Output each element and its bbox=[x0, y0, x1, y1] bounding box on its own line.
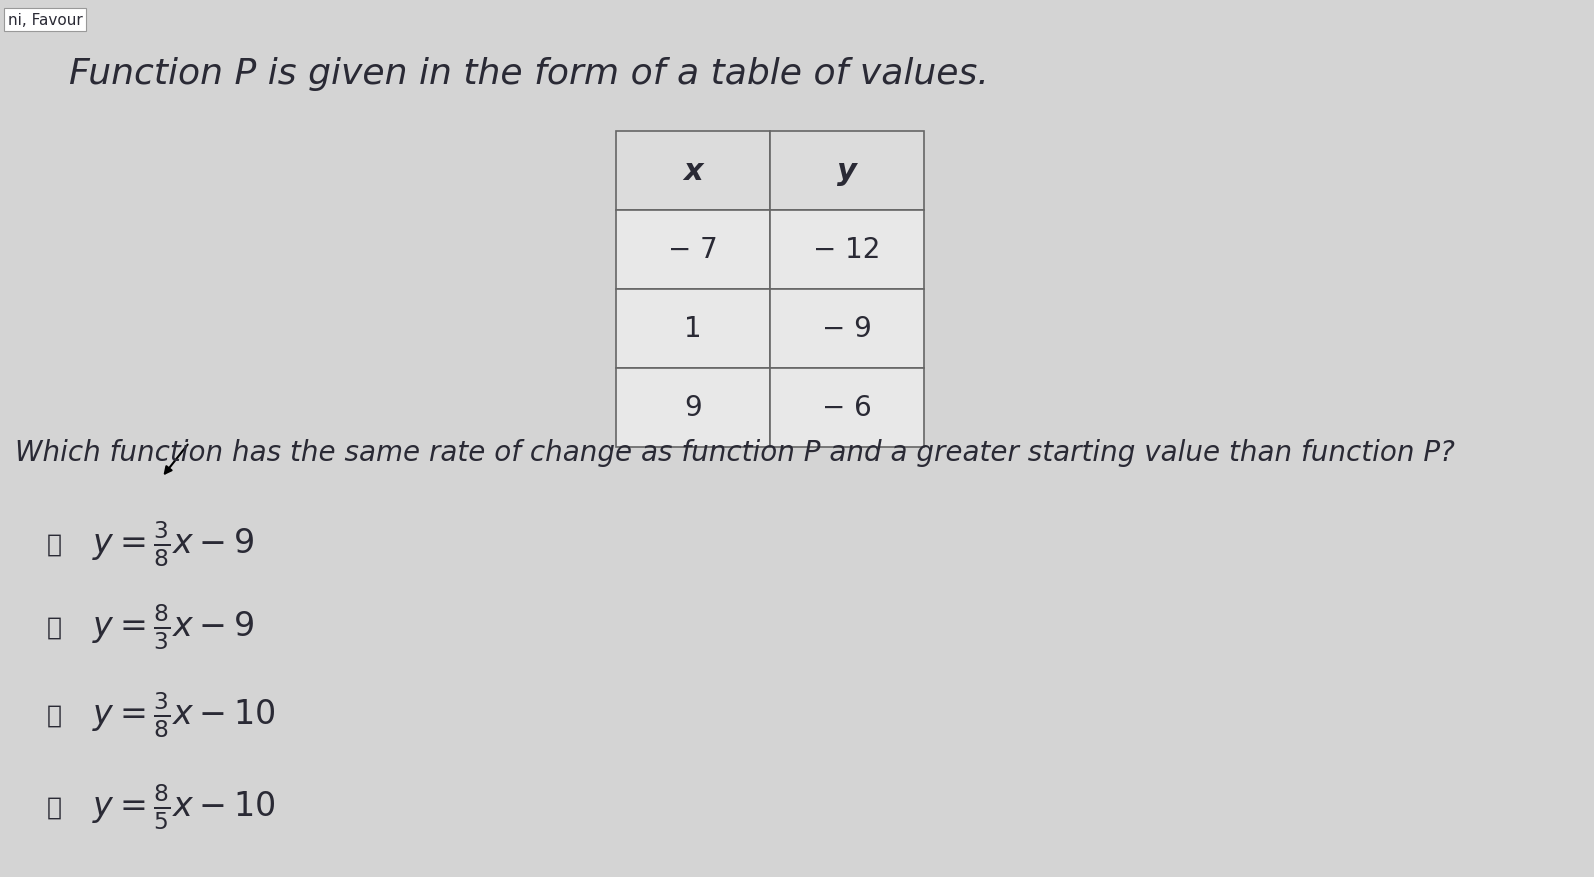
Text: x: x bbox=[684, 156, 703, 186]
Text: − 7: − 7 bbox=[668, 236, 717, 264]
Text: $y = \frac{8}{3}x - 9$: $y = \frac{8}{3}x - 9$ bbox=[92, 602, 255, 652]
Text: $y = \frac{3}{8}x - 10$: $y = \frac{3}{8}x - 10$ bbox=[92, 690, 276, 739]
Bar bbox=[615, 368, 770, 447]
Bar bbox=[615, 210, 770, 289]
Bar bbox=[770, 289, 925, 368]
Bar bbox=[770, 368, 925, 447]
Text: ni, Favour: ni, Favour bbox=[8, 13, 83, 28]
Text: Ⓑ: Ⓑ bbox=[46, 615, 62, 639]
Bar bbox=[770, 210, 925, 289]
Text: Ⓒ: Ⓒ bbox=[46, 702, 62, 727]
Text: − 6: − 6 bbox=[823, 394, 872, 422]
Text: 9: 9 bbox=[684, 394, 701, 422]
Text: − 12: − 12 bbox=[813, 236, 880, 264]
Text: Ⓓ: Ⓓ bbox=[46, 795, 62, 819]
Text: Ⓐ: Ⓐ bbox=[46, 531, 62, 556]
Text: $y = \frac{8}{5}x - 10$: $y = \frac{8}{5}x - 10$ bbox=[92, 782, 276, 831]
Text: y: y bbox=[837, 156, 858, 186]
Bar bbox=[770, 132, 925, 210]
Text: Which function has the same rate of change as function P and a greater starting : Which function has the same rate of chan… bbox=[16, 438, 1455, 467]
Text: − 9: − 9 bbox=[823, 315, 872, 343]
Bar bbox=[615, 289, 770, 368]
Text: 1: 1 bbox=[684, 315, 701, 343]
Text: $y = \frac{3}{8}x - 9$: $y = \frac{3}{8}x - 9$ bbox=[92, 519, 255, 568]
Bar bbox=[615, 132, 770, 210]
Text: Function P is given in the form of a table of values.: Function P is given in the form of a tab… bbox=[69, 57, 990, 91]
